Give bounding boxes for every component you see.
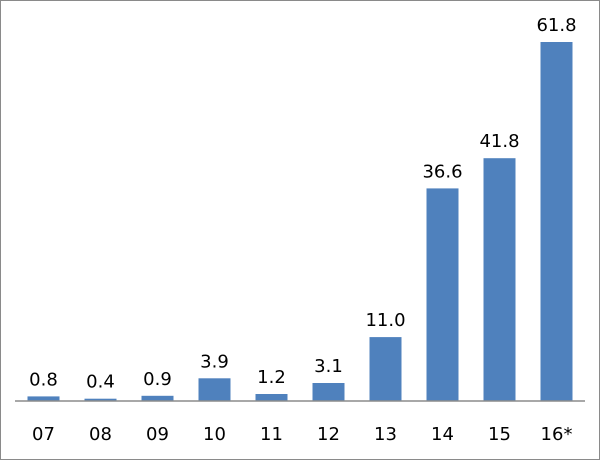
x-tick-label-09: 09 [146,424,169,445]
data-label-15: 41.8 [479,131,519,152]
bar-08 [84,398,117,401]
data-label-14: 36.6 [422,161,462,182]
data-label-10: 3.9 [200,351,229,372]
bar-14 [426,188,459,401]
bars-group [27,42,573,401]
bar-15 [483,158,516,401]
data-labels-group: 0.8 0.4 0.9 3.9 1.2 3.1 11.0 36.6 41.8 61.8 [29,15,576,393]
x-tick-label-14: 14 [431,424,454,445]
data-label-09: 0.9 [143,369,172,390]
bar-07 [27,396,60,401]
x-tick-labels-group: 07 08 09 10 11 12 13 14 15 16* [32,424,572,445]
x-tick-label-13: 13 [374,424,397,445]
data-label-16star: 61.8 [536,15,576,36]
x-tick-label-11: 11 [260,424,283,445]
bar-16star [540,42,573,401]
x-tick-label-16star: 16* [541,424,573,445]
bar-13 [369,337,402,401]
bar-11 [255,394,288,401]
x-tick-label-12: 12 [317,424,340,445]
x-tick-label-15: 15 [488,424,511,445]
data-label-08: 0.4 [86,372,115,393]
data-label-13: 11.0 [365,310,405,331]
bar-10 [198,378,231,401]
x-tick-label-07: 07 [32,424,55,445]
bar-09 [141,395,174,401]
bar-12 [312,383,345,401]
data-label-07: 0.8 [29,369,58,390]
data-label-12: 3.1 [314,356,343,377]
x-tick-label-10: 10 [203,424,226,445]
data-label-11: 1.2 [257,367,286,388]
x-tick-label-08: 08 [89,424,112,445]
